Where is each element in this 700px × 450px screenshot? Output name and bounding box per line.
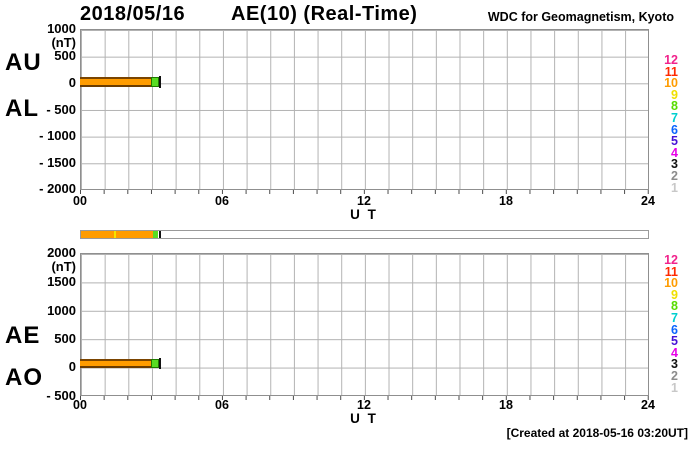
station-number: 9 (671, 287, 678, 302)
station-number: 3 (671, 157, 678, 172)
station-number: 4 (671, 345, 678, 360)
station-number: 7 (671, 110, 678, 125)
ytick-bot-500: 500 (54, 331, 76, 346)
au-al-latest-data-marker (151, 77, 159, 87)
xtick-top-24: 24 (641, 194, 655, 208)
station-number: 10 (664, 276, 678, 291)
xtick-top-18: 18 (499, 194, 513, 208)
ytick-top-0: 0 (68, 75, 76, 90)
station-number: 12 (664, 253, 678, 267)
al-index-label: AL (5, 95, 39, 122)
au-al-hour-ticks (80, 190, 649, 194)
ae-index-label: AE (5, 322, 41, 349)
y-unit-bottom: (nT) (51, 259, 76, 274)
ae-ao-plot-area (80, 253, 649, 396)
availability-latest-segment (153, 231, 158, 238)
xtick-bot-24: 24 (641, 398, 655, 412)
station-number: 6 (671, 122, 678, 137)
station-number: 3 (671, 357, 678, 372)
ytick-top-m1500: - 1500 (39, 154, 76, 170)
au-index-label: AU (5, 49, 42, 76)
station-number: 8 (671, 299, 678, 314)
station-number: 10 (664, 76, 678, 91)
xtick-top-00: 00 (73, 194, 87, 208)
xtick-bot-18: 18 (499, 398, 513, 412)
ao-index-label: AO (5, 364, 43, 391)
station-number: 11 (664, 264, 678, 279)
xtick-bot-06: 06 (215, 398, 229, 412)
xtick-top-06: 06 (215, 194, 229, 208)
ytick-bot-1500: 1500 (47, 274, 76, 289)
station-legend-top: 12 11 10 9 8 7 6 5 4 3 2 1 (650, 53, 678, 195)
ytick-top-m2000: - 2000 (39, 181, 76, 196)
station-number: 9 (671, 87, 678, 102)
availability-filled-segment (81, 231, 153, 238)
ae-ao-latest-data-marker (151, 359, 159, 368)
station-number: 2 (671, 168, 678, 183)
plot-title: AE(10) (Real-Time) (231, 3, 418, 25)
au-al-plot-area (80, 29, 649, 190)
station-number: 12 (664, 53, 678, 67)
station-number: 4 (671, 145, 678, 160)
xtick-bot-00: 00 (73, 398, 87, 412)
xtick-top-12: 12 (357, 194, 371, 208)
ae-ao-hour-ticks (80, 396, 649, 400)
au-al-data-trace (80, 77, 152, 87)
availability-hour-marker (114, 231, 116, 238)
station-legend-bottom: 12 11 10 9 8 7 6 5 4 3 2 1 (650, 253, 678, 395)
xaxis-label-bottom: U T (350, 411, 378, 426)
station-number: 11 (664, 64, 678, 79)
station-number: 7 (671, 310, 678, 325)
ae-ao-current-time-tick (159, 358, 161, 369)
organization-label: WDC for Geomagnetism, Kyoto (487, 10, 674, 24)
availability-current-time-tick (158, 231, 161, 238)
created-timestamp: [Created at 2018-05-16 03:20UT] (506, 426, 688, 440)
station-number: 5 (671, 134, 678, 149)
ytick-bot-m500: - 500 (46, 387, 76, 403)
ytick-bot-0: 0 (68, 359, 76, 374)
data-availability-bar (80, 230, 649, 239)
ytick-bot-2000: 2000 (47, 245, 76, 260)
station-number: 1 (671, 380, 678, 395)
station-number: 1 (671, 180, 678, 195)
ytick-top-m500: - 500 (46, 101, 76, 117)
y-unit-top: (nT) (51, 35, 76, 50)
station-number: 6 (671, 322, 678, 337)
au-al-current-time-tick (159, 76, 161, 88)
ytick-top-500: 500 (54, 48, 76, 63)
station-number: 2 (671, 368, 678, 383)
station-number: 8 (671, 99, 678, 114)
station-number: 5 (671, 334, 678, 349)
plot-date: 2018/05/16 (80, 3, 186, 25)
xtick-bot-12: 12 (357, 398, 371, 412)
ytick-bot-1000: 1000 (47, 302, 76, 318)
ae-ao-data-trace (80, 359, 152, 368)
xaxis-label-top: U T (350, 207, 378, 222)
ytick-top-1000: 1000 (47, 21, 76, 36)
ytick-top-m1000: - 1000 (39, 128, 76, 143)
